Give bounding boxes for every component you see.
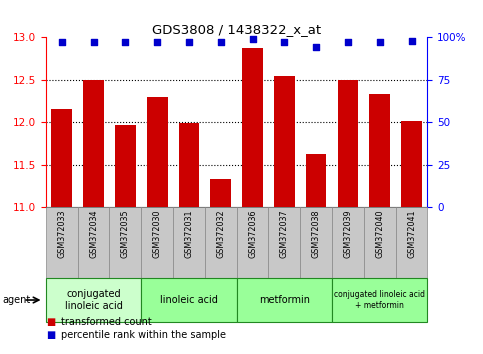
Text: GSM372038: GSM372038 — [312, 209, 321, 258]
Point — [408, 38, 415, 44]
Bar — [205, 207, 237, 278]
Text: GSM372031: GSM372031 — [185, 209, 194, 258]
Bar — [306, 154, 327, 207]
Bar — [83, 80, 104, 207]
Point — [376, 39, 384, 45]
Text: GSM372036: GSM372036 — [248, 209, 257, 258]
Bar — [179, 123, 199, 207]
Bar — [364, 207, 396, 278]
Text: conjugated
linoleic acid: conjugated linoleic acid — [65, 289, 123, 311]
Point — [90, 39, 98, 45]
Text: linoleic acid: linoleic acid — [160, 295, 218, 305]
Text: metformin: metformin — [259, 295, 310, 305]
Bar — [242, 48, 263, 207]
Bar — [52, 109, 72, 207]
Bar — [237, 278, 332, 322]
Text: GSM372035: GSM372035 — [121, 209, 130, 258]
Text: conjugated linoleic acid
+ metformin: conjugated linoleic acid + metformin — [334, 290, 425, 310]
Point — [153, 39, 161, 45]
Point — [122, 39, 129, 45]
Text: GSM372041: GSM372041 — [407, 209, 416, 258]
Point — [58, 39, 66, 45]
Bar — [269, 207, 300, 278]
Bar — [147, 97, 168, 207]
Point — [185, 39, 193, 45]
Bar — [332, 207, 364, 278]
Title: GDS3808 / 1438322_x_at: GDS3808 / 1438322_x_at — [152, 23, 321, 36]
Bar — [142, 207, 173, 278]
Bar — [300, 207, 332, 278]
Bar — [142, 278, 237, 322]
Text: ■: ■ — [46, 330, 55, 339]
Text: GSM372034: GSM372034 — [89, 209, 98, 258]
Point — [217, 39, 225, 45]
Bar — [173, 207, 205, 278]
Bar — [396, 207, 427, 278]
Text: GSM372037: GSM372037 — [280, 209, 289, 258]
Text: transformed count: transformed count — [61, 317, 152, 327]
Point — [313, 45, 320, 50]
Point — [281, 39, 288, 45]
Bar — [46, 207, 78, 278]
Bar — [237, 207, 269, 278]
Text: GSM372030: GSM372030 — [153, 209, 162, 258]
Text: GSM372033: GSM372033 — [57, 209, 66, 258]
Bar — [78, 207, 110, 278]
Bar — [115, 125, 136, 207]
Bar — [369, 94, 390, 207]
Bar — [332, 278, 427, 322]
Bar — [274, 76, 295, 207]
Bar — [211, 179, 231, 207]
Text: agent: agent — [2, 295, 30, 305]
Bar — [338, 80, 358, 207]
Point — [249, 36, 256, 42]
Text: ■: ■ — [46, 317, 55, 327]
Text: GSM372032: GSM372032 — [216, 209, 225, 258]
Text: GSM372039: GSM372039 — [343, 209, 353, 258]
Bar — [46, 278, 142, 322]
Text: GSM372040: GSM372040 — [375, 209, 384, 258]
Text: percentile rank within the sample: percentile rank within the sample — [61, 330, 227, 339]
Point — [344, 39, 352, 45]
Bar — [110, 207, 141, 278]
Bar — [401, 121, 422, 207]
